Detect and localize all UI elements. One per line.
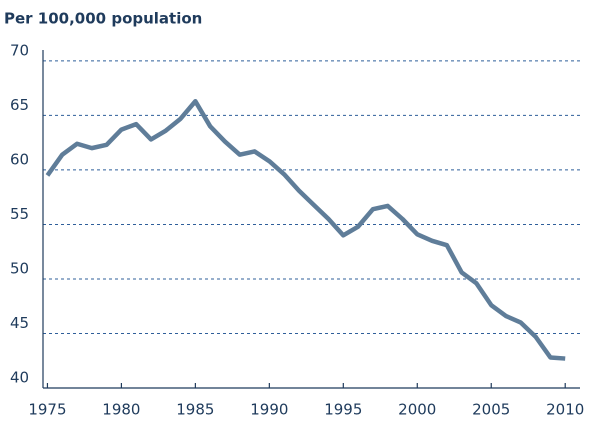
x-tick-label: 2010 [546,401,584,419]
x-tick-label: 1980 [102,401,140,419]
data-line [45,98,566,361]
chart-title: Per 100,000 population [4,10,202,28]
y-tick-label: 65 [10,96,29,114]
y-tick-label: 70 [10,41,29,59]
x-tick-label: 2005 [472,401,510,419]
y-tick-label: 40 [10,369,29,387]
x-tick-label: 1995 [324,401,362,419]
y-tick-label: 50 [10,259,29,277]
x-tick-label: 2000 [398,401,436,419]
x-tick-label: 1985 [176,401,214,419]
x-tick-label: 1975 [28,401,66,419]
y-tick-label: 45 [10,314,29,332]
x-tick-label: 1990 [250,401,288,419]
y-tick-label: 55 [10,205,29,223]
y-tick-label: 60 [10,150,29,168]
